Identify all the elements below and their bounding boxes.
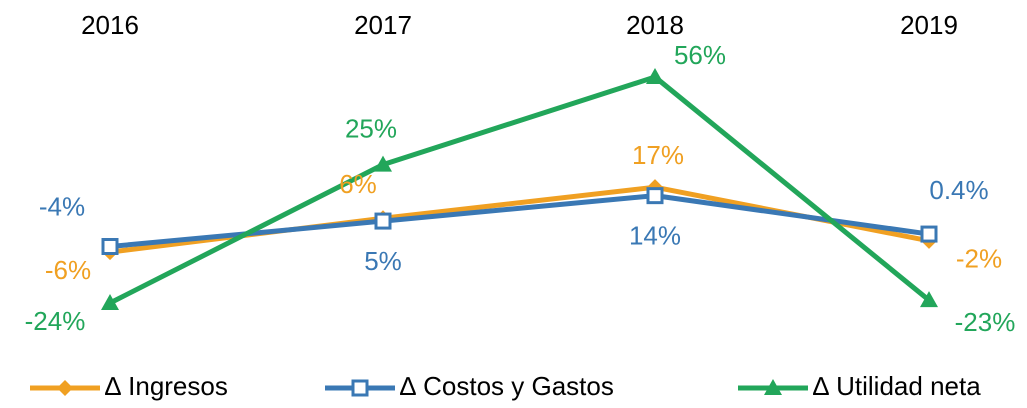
- data-label: 0.4%: [929, 175, 988, 205]
- triangle-marker: [646, 68, 664, 84]
- data-label: -4%: [39, 191, 85, 221]
- data-label: -2%: [956, 244, 1002, 274]
- data-label: 5%: [364, 246, 402, 276]
- x-category-label: 2016: [81, 10, 139, 40]
- triangle-marker: [920, 291, 938, 308]
- data-label: 14%: [629, 221, 681, 251]
- legend-label: ∆ Costos y Gastos: [400, 371, 614, 401]
- legend-label: ∆ Utilidad neta: [813, 371, 981, 401]
- x-category-label: 2018: [626, 10, 684, 40]
- triangle-marker: [374, 155, 392, 172]
- data-label: 25%: [345, 113, 397, 143]
- data-label: -24%: [25, 306, 86, 336]
- series-line: [108, 74, 931, 306]
- data-label: 6%: [339, 169, 377, 199]
- data-label: -23%: [955, 307, 1016, 337]
- legend-marker: [351, 379, 369, 397]
- square-marker: [646, 187, 664, 205]
- legend-marker: [764, 379, 782, 395]
- legend-label: ∆ Ingresos: [105, 371, 228, 401]
- triangle-marker: [101, 294, 119, 310]
- data-label: -6%: [45, 255, 91, 285]
- data-label: 17%: [632, 140, 684, 170]
- square-marker: [101, 238, 119, 255]
- square-marker: [374, 212, 392, 230]
- x-category-label: 2019: [900, 10, 958, 40]
- square-marker: [920, 225, 938, 243]
- legend-marker: [57, 380, 73, 396]
- data-label: 56%: [674, 40, 726, 70]
- x-category-label: 2017: [354, 10, 412, 40]
